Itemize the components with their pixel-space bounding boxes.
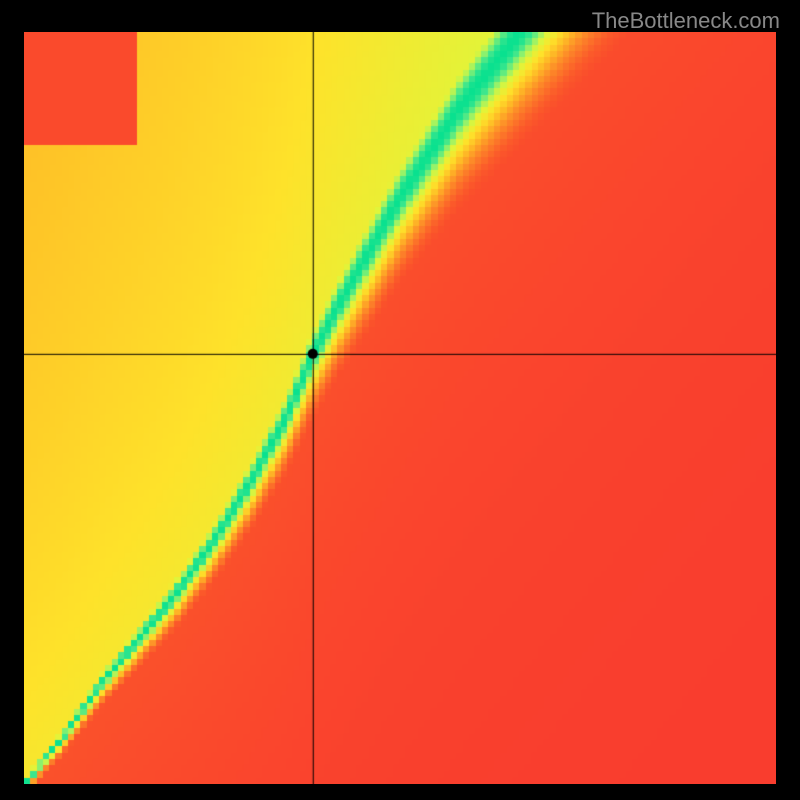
- bottleneck-heatmap: [24, 32, 776, 784]
- heatmap-canvas: [24, 32, 776, 784]
- watermark-text: TheBottleneck.com: [592, 8, 780, 34]
